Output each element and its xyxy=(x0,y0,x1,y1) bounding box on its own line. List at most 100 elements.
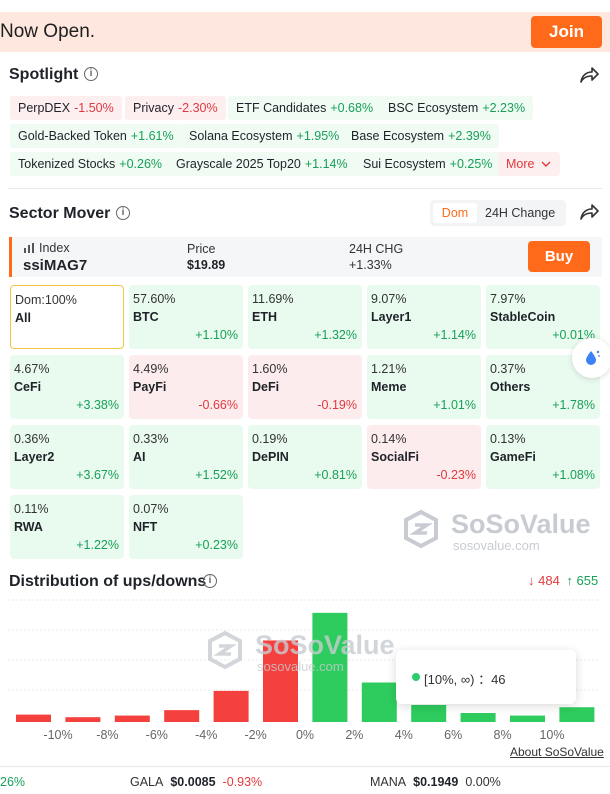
chip-name: Tokenized Stocks xyxy=(18,157,116,171)
sector-tile[interactable]: 0.07% NFT +0.23% xyxy=(129,495,243,559)
tile-dominance: 0.36% xyxy=(14,432,50,446)
distribution-bar[interactable] xyxy=(361,682,397,722)
sector-tile[interactable]: 0.13% GameFi +1.08% xyxy=(486,425,600,489)
tile-change: +3.38% xyxy=(76,398,119,412)
tile-change: +0.23% xyxy=(195,538,238,552)
tooltip-text: [10%, ∞) ：46 xyxy=(424,672,506,687)
distribution-bar[interactable] xyxy=(16,714,51,722)
spotlight-chip[interactable]: PerpDEX -1.50% xyxy=(10,96,122,120)
sector-tile[interactable]: 1.60% DeFi -0.19% xyxy=(248,355,362,419)
chip-name: Gold-Backed Token xyxy=(18,129,127,143)
chip-name: Solana Ecosystem xyxy=(189,129,293,143)
tile-name: Meme xyxy=(371,380,407,394)
chg-label: 24H CHG xyxy=(349,242,404,256)
chart-tooltip: [10%, ∞) ：46 xyxy=(396,650,576,704)
sector-tile[interactable]: 4.49% PayFi -0.66% xyxy=(129,355,243,419)
about-link[interactable]: About SoSoValue xyxy=(510,745,604,759)
sector-tile[interactable]: 0.33% AI +1.52% xyxy=(129,425,243,489)
chip-change: +1.61% xyxy=(130,129,174,143)
watermark-domain: sosovalue.com xyxy=(453,538,540,553)
index-price: $19.89 xyxy=(187,258,226,272)
ups-count: ↑ 655 xyxy=(566,573,599,588)
sector-tile[interactable]: 7.97% StableCoin +0.01% xyxy=(486,285,600,349)
sector-tile[interactable]: 57.60% BTC +1.10% xyxy=(129,285,243,349)
spotlight-chip[interactable]: Sui Ecosystem +0.25% xyxy=(355,152,501,176)
chip-change: +0.25% xyxy=(449,157,493,171)
x-tick-label: -8% xyxy=(96,728,118,742)
sector-tile[interactable]: 0.11% RWA +1.22% xyxy=(10,495,124,559)
sector-tile[interactable]: 4.67% CeFi +3.38% xyxy=(10,355,124,419)
distribution-bar[interactable] xyxy=(510,715,545,722)
share-icon[interactable] xyxy=(579,66,599,84)
info-icon[interactable]: i xyxy=(203,574,217,588)
ticker-bar: 26% GALA $0.0085 -0.93% MANA $0.1949 0.00% xyxy=(0,766,610,794)
tile-name: SocialFi xyxy=(371,450,419,464)
distribution-bar[interactable] xyxy=(213,690,249,722)
x-tick-label: -10% xyxy=(43,728,72,742)
spotlight-chip[interactable]: Tokenized Stocks +0.26% xyxy=(10,152,171,176)
ticker-item[interactable]: 26% xyxy=(0,775,32,789)
sector-tile[interactable]: 0.19% DePIN +0.81% xyxy=(248,425,362,489)
toggle-dom[interactable]: Dom xyxy=(433,203,477,223)
tile-name: StableCoin xyxy=(490,310,556,324)
sector-tile[interactable]: 1.21% Meme +1.01% xyxy=(367,355,481,419)
buy-button[interactable]: Buy xyxy=(528,241,590,272)
tile-change: +1.78% xyxy=(552,398,595,412)
spotlight-chip[interactable]: Base Ecosystem +2.39% xyxy=(343,124,499,148)
distribution-bar[interactable] xyxy=(65,717,101,722)
distribution-bar[interactable] xyxy=(114,715,150,722)
index-row[interactable] xyxy=(9,237,602,277)
toggle-24h-change[interactable]: 24H Change xyxy=(485,206,556,220)
chip-change: +1.14% xyxy=(304,157,348,171)
spotlight-chip[interactable]: Privacy -2.30% xyxy=(125,96,226,120)
info-icon[interactable]: i xyxy=(84,67,98,81)
sector-tile[interactable]: 11.69% ETH +1.32% xyxy=(248,285,362,349)
chip-change: +2.23% xyxy=(482,101,526,115)
ticker-change: -0.93% xyxy=(222,775,263,789)
spotlight-chip[interactable]: ETF Candidates +0.68% xyxy=(228,96,382,120)
sector-tile[interactable]: 0.36% Layer2 +3.67% xyxy=(10,425,124,489)
distribution-bar[interactable] xyxy=(164,710,200,722)
sector-tile[interactable]: Dom:100% All xyxy=(10,285,124,349)
tile-dominance: 7.97% xyxy=(490,292,526,306)
chip-change: -2.30% xyxy=(177,101,218,115)
tile-name: All xyxy=(15,311,31,325)
tile-change: +1.52% xyxy=(195,468,238,482)
watermark-domain: sosovalue.com xyxy=(257,659,344,674)
info-icon[interactable]: i xyxy=(116,206,130,220)
distribution-bar[interactable] xyxy=(411,704,447,722)
chip-name: BSC Ecosystem xyxy=(388,101,479,115)
index-label: Index xyxy=(39,241,70,255)
distribution-bar[interactable] xyxy=(460,713,496,722)
join-button[interactable]: Join xyxy=(531,16,602,48)
x-tick-label: -2% xyxy=(244,728,266,742)
tile-dominance: 0.11% xyxy=(14,502,49,516)
sector-tile[interactable]: 0.14% SocialFi -0.23% xyxy=(367,425,481,489)
share-icon[interactable] xyxy=(579,203,599,221)
ticker-item[interactable]: GALA $0.0085 -0.93% xyxy=(130,775,269,789)
x-tick-label: -6% xyxy=(146,728,168,742)
distribution-bar[interactable] xyxy=(263,640,298,722)
chip-change: -1.50% xyxy=(74,101,114,115)
promo-banner: Now Open. xyxy=(0,12,610,52)
chip-name: Base Ecosystem xyxy=(351,129,445,143)
more-button[interactable]: More xyxy=(498,152,560,176)
distribution-bar[interactable] xyxy=(559,707,595,722)
more-label: More xyxy=(506,157,535,171)
spotlight-chip[interactable]: BSC Ecosystem +2.23% xyxy=(380,96,534,120)
ticker-item[interactable]: MANA $0.1949 0.00% xyxy=(370,775,508,789)
spotlight-chip[interactable]: Grayscale 2025 Top20 +1.14% xyxy=(168,152,356,176)
chip-change: +0.68% xyxy=(330,101,374,115)
spotlight-chip[interactable]: Solana Ecosystem +1.95% xyxy=(181,124,348,148)
sector-tile[interactable]: 9.07% Layer1 +1.14% xyxy=(367,285,481,349)
tile-name: CeFi xyxy=(14,380,42,394)
floating-action-button[interactable] xyxy=(572,338,610,378)
tile-name: Others xyxy=(490,380,531,394)
sector-toggle: Dom 24H Change xyxy=(430,200,566,226)
tile-dominance: 1.60% xyxy=(252,362,288,376)
tile-name: Layer2 xyxy=(14,450,55,464)
x-tick-label: 2% xyxy=(345,728,363,742)
distribution-bar[interactable] xyxy=(312,612,348,722)
spotlight-chip[interactable]: Gold-Backed Token +1.61% xyxy=(10,124,182,148)
chip-name: ETF Candidates xyxy=(236,101,327,115)
